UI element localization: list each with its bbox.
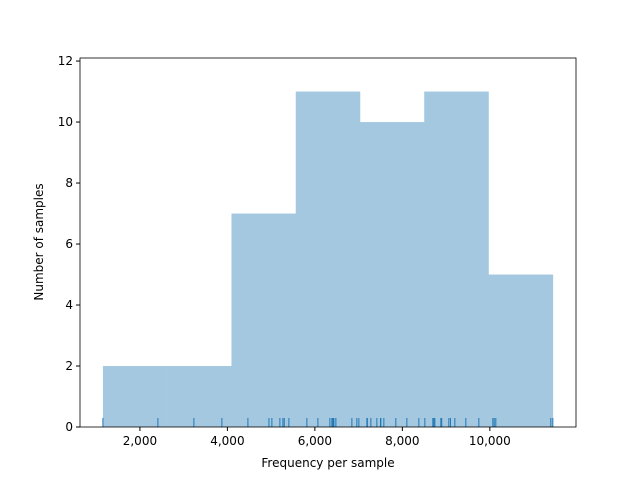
histogram-bar <box>167 366 232 427</box>
y-tick-label: 2 <box>65 359 73 373</box>
plot-frame <box>79 57 577 428</box>
y-tick-label: 0 <box>65 420 73 434</box>
x-axis-label: Frequency per sample <box>261 456 394 470</box>
histogram-bar <box>295 91 361 427</box>
histogram-bar <box>424 91 489 427</box>
histogram-bar <box>359 122 425 427</box>
x-tick-label: 2,000 <box>123 434 157 448</box>
y-tick-label: 10 <box>58 115 73 129</box>
histogram-bar <box>102 366 168 427</box>
x-tick-label: 6,000 <box>298 434 332 448</box>
x-tick-label: 10,000 <box>469 434 511 448</box>
y-axis-label: Number of samples <box>32 183 46 300</box>
y-tick-label: 8 <box>65 176 73 190</box>
x-tick-label: 4,000 <box>210 434 244 448</box>
histogram-bar <box>231 213 297 427</box>
y-tick-label: 6 <box>65 237 73 251</box>
y-tick-label: 4 <box>65 298 73 312</box>
histogram-bar <box>488 274 554 427</box>
y-tick-label: 12 <box>58 54 73 68</box>
x-tick-label: 8,000 <box>385 434 419 448</box>
